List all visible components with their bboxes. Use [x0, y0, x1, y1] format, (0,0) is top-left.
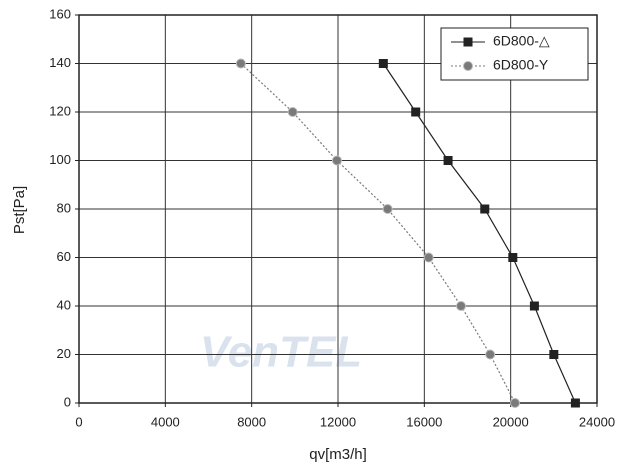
x-tick-label: 0 — [75, 414, 82, 429]
data-point — [509, 398, 520, 408]
y-axis-title: Pst[Pa] — [11, 186, 28, 234]
data-point — [480, 204, 490, 214]
data-point — [456, 301, 467, 311]
x-tick-label: 4000 — [151, 414, 180, 429]
series-line — [382, 63, 576, 404]
data-point — [485, 349, 496, 360]
y-tick-label: 60 — [57, 249, 71, 264]
data-point — [508, 253, 518, 262]
data-point — [423, 252, 434, 263]
x-tick-label: 16000 — [406, 414, 442, 429]
y-tick-label: 0 — [64, 394, 71, 409]
y-tick-label: 20 — [57, 346, 71, 361]
watermark: VenTEL — [200, 328, 362, 377]
legend-marker — [463, 61, 473, 71]
x-tick-label: 24000 — [579, 414, 615, 429]
legend-label: 6D800-△ — [493, 33, 550, 49]
data-point — [378, 59, 388, 68]
y-tick-label: 100 — [49, 152, 71, 167]
data-point — [529, 301, 539, 311]
data-point — [287, 107, 298, 117]
x-tick-label: 20000 — [493, 414, 529, 429]
legend-box — [440, 27, 589, 81]
legend-marker — [463, 37, 473, 47]
y-tick-label: 160 — [49, 6, 71, 21]
y-tick-label: 40 — [57, 297, 71, 312]
y-tick-label: 140 — [49, 55, 71, 70]
legend-label: 6D800-Y — [493, 57, 549, 73]
data-point — [549, 350, 559, 359]
data-point — [411, 107, 421, 117]
y-tick-label: 80 — [57, 200, 71, 215]
data-point — [570, 398, 580, 408]
y-tick-label: 120 — [49, 103, 71, 118]
x-axis-title: qv[m3/h] — [309, 446, 367, 463]
data-point — [331, 155, 342, 166]
series-line — [240, 63, 516, 404]
data-point — [382, 204, 393, 214]
data-point — [235, 58, 246, 69]
x-tick-label: 8000 — [237, 414, 266, 429]
x-tick-label: 12000 — [320, 414, 356, 429]
data-point — [443, 156, 453, 165]
plot-frame — [78, 14, 598, 404]
